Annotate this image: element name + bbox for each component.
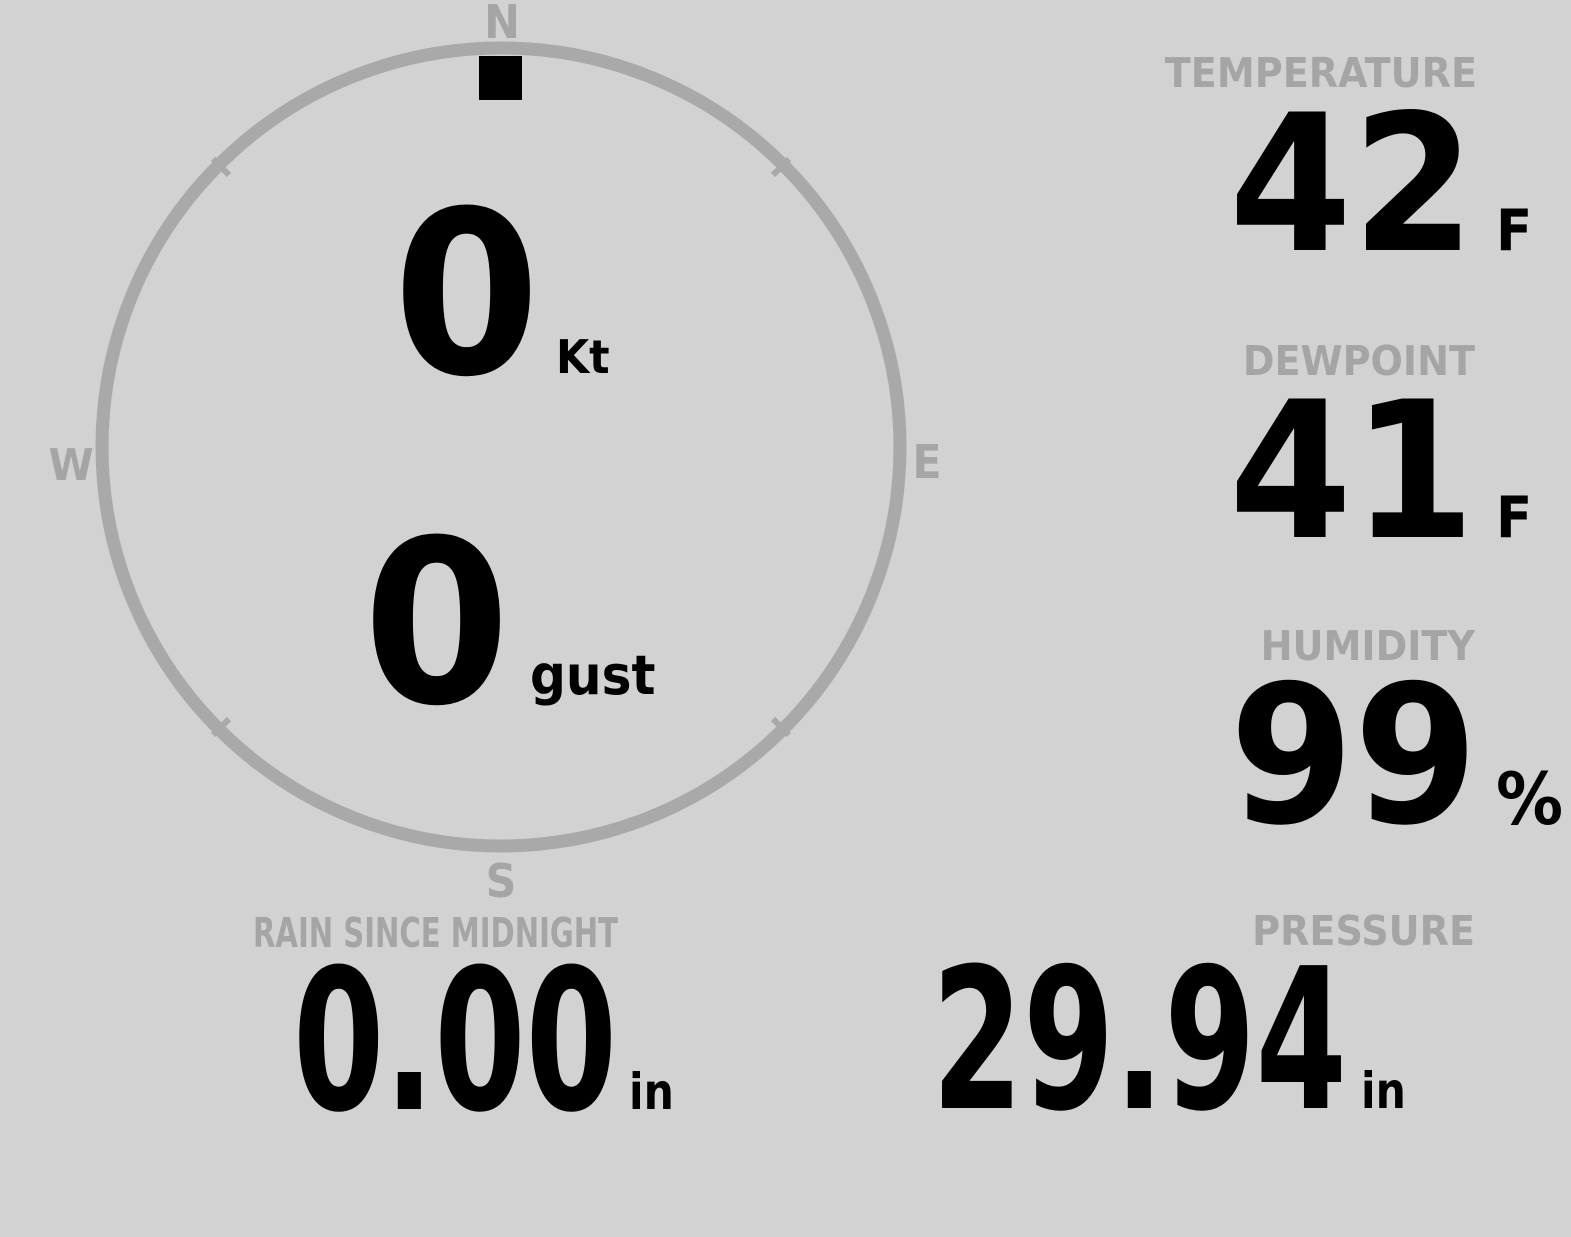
rain-label: RAIN SINCE MIDNIGHT xyxy=(253,910,619,957)
pressure-value: 29.94 xyxy=(932,927,1347,1155)
wind-gust-value: 0 xyxy=(363,492,510,756)
humidity-unit: % xyxy=(1496,758,1563,842)
cardinal-south-label: S xyxy=(486,856,517,909)
compass-tick-sw xyxy=(210,716,232,738)
dewpoint-label: DEWPOINT xyxy=(1243,338,1475,386)
rain-panel: RAIN SINCE MIDNIGHT 0.00 in xyxy=(253,910,674,1156)
pressure-label: PRESSURE xyxy=(1252,908,1475,956)
wind-gust-unit: gust xyxy=(530,645,656,707)
rain-unit: in xyxy=(629,1063,674,1121)
temperature-value: 42 xyxy=(1229,75,1475,296)
wind-speed-value: 0 xyxy=(393,163,540,427)
humidity-label: HUMIDITY xyxy=(1261,623,1477,671)
humidity-panel: HUMIDITY 99 % xyxy=(1230,623,1564,868)
rain-value: 0.00 xyxy=(293,928,617,1156)
dewpoint-panel: DEWPOINT 41 F xyxy=(1229,338,1532,583)
compass-tick-ne xyxy=(770,156,792,178)
compass-tick-nw xyxy=(210,156,232,178)
cardinal-north-label: N xyxy=(484,0,520,49)
wind-direction-marker xyxy=(479,56,522,100)
wind-speed-unit: Kt xyxy=(556,332,610,385)
temperature-unit: F xyxy=(1496,197,1532,263)
wind-compass: N E S W 0 Kt 0 gust xyxy=(48,0,941,908)
dewpoint-value: 41 xyxy=(1229,362,1475,583)
compass-ring xyxy=(95,41,907,853)
temperature-label: TEMPERATURE xyxy=(1165,50,1477,98)
humidity-value: 99 xyxy=(1230,644,1478,868)
cardinal-east-label: E xyxy=(912,437,941,490)
temperature-panel: TEMPERATURE 42 F xyxy=(1165,50,1532,296)
dewpoint-unit: F xyxy=(1496,484,1532,550)
compass-tick-se xyxy=(770,716,792,738)
pressure-unit: in xyxy=(1361,1062,1406,1120)
pressure-panel: PRESSURE 29.94 in xyxy=(932,908,1475,1155)
cardinal-west-label: W xyxy=(48,441,93,492)
